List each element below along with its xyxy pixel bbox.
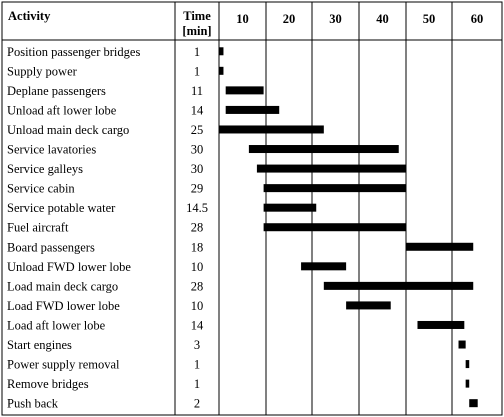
time-value: 11: [191, 84, 203, 98]
time-value: 18: [191, 240, 204, 254]
activity-label: Push back: [7, 397, 59, 411]
task-bar: [225, 105, 280, 114]
time-value: 30: [191, 162, 204, 176]
time-value: 25: [191, 123, 204, 137]
header-activity: Activity: [8, 9, 51, 23]
task-bar: [225, 86, 264, 95]
time-value: 3: [194, 338, 200, 352]
x-tick-label: 30: [329, 12, 342, 26]
activity-label: Position passenger bridges: [7, 45, 140, 59]
time-value: 2: [194, 397, 200, 411]
activity-label: Unload FWD lower lobe: [7, 260, 131, 274]
task-bar: [469, 399, 478, 408]
activity-label: Load FWD lower lobe: [7, 299, 120, 313]
x-tick-label: 50: [423, 12, 436, 26]
task-bar: [323, 281, 474, 290]
time-value: 30: [191, 143, 204, 157]
activity-label: Load aft lower lobe: [7, 318, 106, 332]
task-bar: [219, 125, 324, 134]
activity-label: Load main deck cargo: [7, 279, 118, 293]
time-value: 14.5: [186, 201, 208, 215]
x-tick-label: 10: [236, 12, 249, 26]
activity-label: Remove bridges: [7, 377, 89, 391]
time-value: 28: [191, 221, 204, 235]
x-tick-label: 20: [283, 12, 296, 26]
time-value: 10: [191, 299, 204, 313]
task-bar: [248, 145, 399, 154]
time-value: 1: [194, 377, 200, 391]
task-bar: [417, 320, 465, 329]
task-bar: [263, 203, 317, 212]
activity-label: Supply power: [7, 64, 78, 78]
task-bar: [263, 223, 407, 232]
time-value: 14: [191, 103, 204, 117]
task-bar: [465, 360, 470, 369]
activity-label: Unload aft lower lobe: [7, 103, 117, 117]
task-bar: [301, 262, 347, 271]
task-bar: [465, 379, 470, 388]
time-value: 28: [191, 279, 204, 293]
task-bar: [219, 47, 224, 56]
time-value: 1: [194, 358, 200, 372]
activity-label: Power supply removal: [7, 358, 120, 372]
header-time: Time: [183, 9, 211, 23]
task-bar: [256, 164, 407, 173]
x-tick-label: 40: [376, 12, 389, 26]
activity-label: Service cabin: [7, 182, 75, 196]
activity-label: Start engines: [7, 338, 72, 352]
task-bar: [219, 66, 224, 75]
x-tick-label: 60: [471, 12, 484, 26]
task-bar: [346, 301, 391, 310]
activity-label: Service potable water: [7, 201, 116, 215]
header-time-unit: [min]: [182, 24, 211, 38]
time-value: 1: [194, 64, 200, 78]
time-value: 29: [191, 182, 204, 196]
task-bar: [406, 242, 474, 251]
activity-label: Unload main deck cargo: [7, 123, 129, 137]
time-value: 14: [191, 318, 204, 332]
activity-label: Board passengers: [7, 240, 95, 254]
activity-label: Deplane passengers: [7, 84, 106, 98]
task-bar: [458, 340, 466, 349]
activity-label: Fuel aircraft: [7, 221, 69, 235]
time-value: 1: [194, 45, 200, 59]
time-value: 10: [191, 260, 204, 274]
activity-label: Service lavatories: [7, 143, 96, 157]
task-bar: [263, 184, 407, 193]
activity-label: Service galleys: [7, 162, 83, 176]
